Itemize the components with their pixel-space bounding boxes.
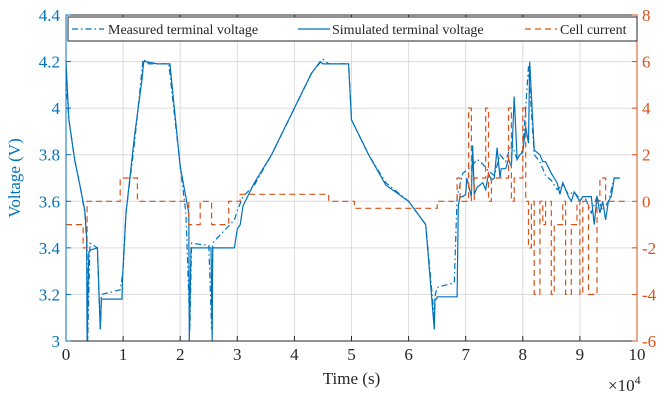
x-tick-label: 10 [629,345,646,364]
series-line-1 [66,60,620,341]
legend-label-simulated: Simulated terminal voltage [332,23,484,38]
legend: Measured terminal voltage Simulated term… [67,16,638,42]
left-tick-label: 3.4 [39,239,61,258]
x-tick-label: 1 [119,345,128,364]
series-line-2 [66,107,626,295]
x-tick-label: 9 [576,345,585,364]
x-tick-label: 0 [62,345,71,364]
x-tick-label: 4 [290,345,299,364]
x-tick-label: 2 [176,345,185,364]
x-exponent-power: 4 [635,373,641,387]
right-tick-label: 0 [642,192,651,211]
left-axis-ticks: 3 3.2 3.4 3.6 3.8 4 4.2 4.4 [39,6,71,351]
x-tick-label: 5 [347,345,356,364]
right-axis-ticks: -6 -4 -2 0 2 4 6 8 [65,6,657,351]
right-tick-label: -4 [642,285,657,304]
left-tick-label: 3.8 [39,146,60,165]
right-tick-label: -2 [642,239,656,258]
left-tick-label: 4 [52,99,61,118]
left-tick-label: 4.4 [39,6,61,25]
left-tick-label: 3 [52,332,61,351]
plot-series [66,58,626,341]
right-tick-label: 8 [642,6,651,25]
left-tick-label: 3.6 [39,192,60,211]
left-tick-label: 4.2 [39,53,60,72]
right-tick-label: 6 [642,53,651,72]
legend-box [67,16,638,42]
legend-label-current: Cell current [560,23,627,38]
series-line-0 [66,58,620,341]
x-tick-label: 8 [519,345,528,364]
right-tick-label: -6 [642,332,656,351]
right-tick-label: 2 [642,146,651,165]
left-tick-label: 3.2 [39,285,60,304]
x-tick-label: 3 [233,345,242,364]
x-tick-label: 6 [404,345,413,364]
right-tick-label: 4 [642,99,651,118]
y-axis-left-label: Voltage (V) [5,138,24,217]
x-axis-label: Time (s) [323,369,380,388]
x-tick-label: 7 [461,345,470,364]
legend-label-measured: Measured terminal voltage [108,23,258,38]
x-exponent-label: ×104 [608,373,641,395]
x-exponent-base: ×10 [608,376,635,395]
